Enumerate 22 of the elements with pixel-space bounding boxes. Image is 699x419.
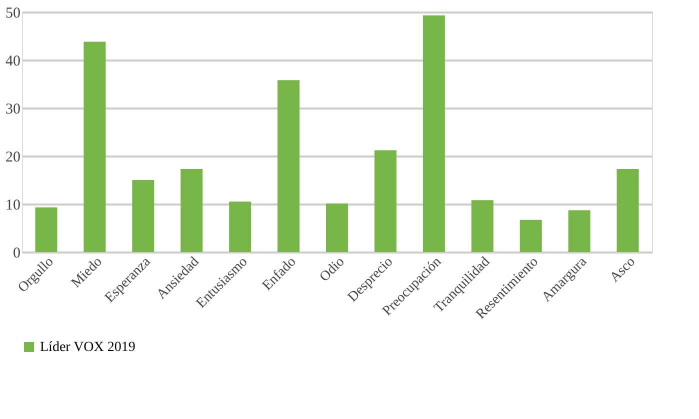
bar [278, 80, 300, 252]
y-tick-label: 30 [6, 102, 20, 118]
bar [229, 202, 252, 252]
x-tick-label: Odio [317, 254, 348, 285]
bar [616, 168, 639, 252]
bar [374, 150, 396, 252]
y-tick-label: 10 [6, 198, 20, 214]
y-tick-label: 20 [6, 150, 20, 166]
bar [422, 15, 445, 252]
y-tick-label: 50 [6, 6, 20, 22]
bar [471, 200, 494, 252]
bar [132, 180, 154, 252]
y-tick-label: 0 [13, 246, 20, 262]
y-tick-label: 40 [6, 54, 20, 70]
bar [568, 210, 590, 252]
bar [520, 220, 542, 252]
x-tick-label: Asco [607, 254, 638, 286]
bar [84, 42, 106, 252]
bar [326, 204, 348, 252]
legend-label: Líder VOX 2019 [40, 340, 136, 355]
bar [180, 168, 203, 252]
bar [35, 207, 58, 252]
